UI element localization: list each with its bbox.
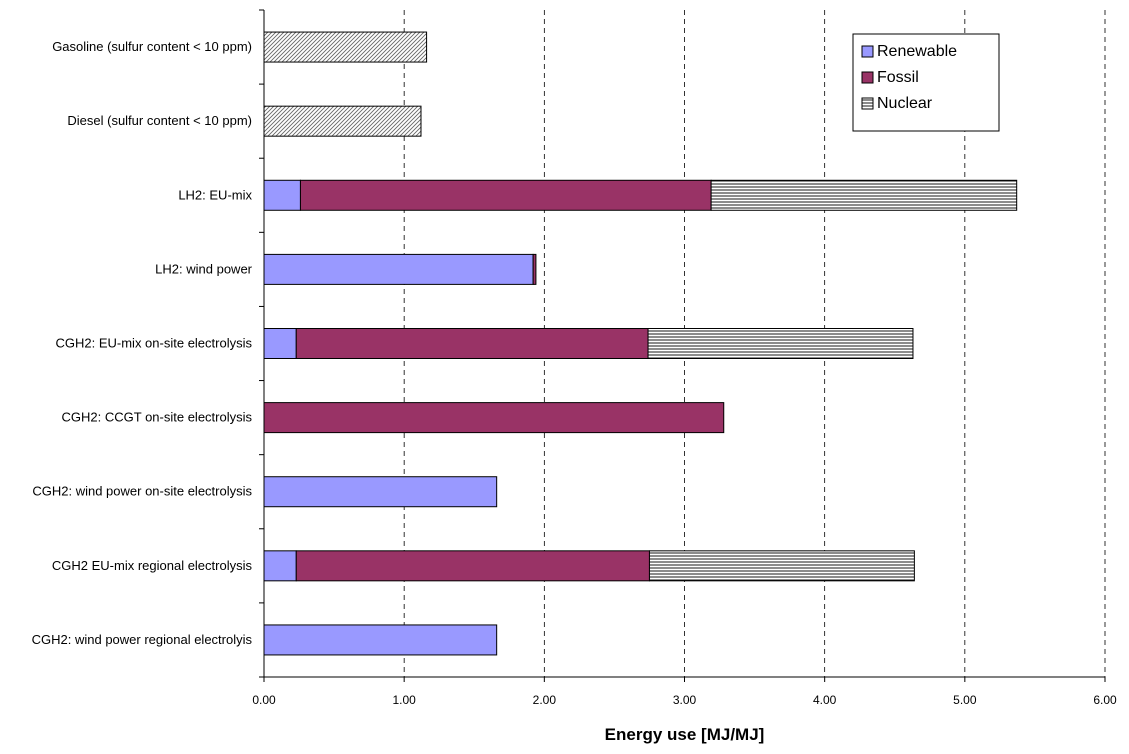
bar-segment-nuclear (710, 179, 1018, 211)
legend-box (852, 33, 1000, 132)
x-axis-title: Energy use [MJ/MJ] (605, 725, 765, 744)
category-labels: Gasoline (sulfur content < 10 ppm) Diesel… (32, 39, 253, 647)
x-tick-label: 0.00 (252, 693, 276, 707)
bar-segment-renewable (263, 624, 498, 656)
bar-segment-fossil (295, 550, 650, 582)
bar-segment-renewable (263, 476, 498, 508)
category-label: CGH2: CCGT on-site electrolysis (62, 410, 253, 425)
legend-swatch-nuclear (861, 97, 874, 110)
x-tick-label: 3.00 (673, 693, 697, 707)
x-tick-label: 6.00 (1093, 693, 1117, 707)
bar-segment-fossil (532, 253, 537, 285)
x-tick-label: 2.00 (533, 693, 557, 707)
legend-swatch-renewable (861, 45, 874, 58)
bar-segment-conventional (263, 31, 428, 63)
bar-segment-renewable (263, 328, 297, 359)
legend-label-fossil: Fossil (877, 69, 919, 86)
category-label: CGH2 EU-mix regional electrolysis (52, 558, 253, 573)
category-label: Gasoline (sulfur content < 10 ppm) (52, 39, 252, 54)
bar-segment-fossil (299, 179, 712, 211)
category-label: CGH2: wind power on-site electrolysis (32, 484, 252, 499)
category-label: CGH2: EU-mix on-site electrolysis (56, 336, 253, 351)
category-label: CGH2: wind power regional electrolyis (32, 632, 253, 647)
bar-segment-renewable (263, 179, 301, 211)
bars (263, 31, 1018, 656)
bar-segment-renewable (263, 253, 534, 285)
legend-swatch-fossil (861, 71, 874, 84)
legend: Renewable Fossil Nuclear (852, 33, 1000, 132)
bar-segment-nuclear (648, 550, 915, 582)
category-label: LH2: EU-mix (178, 187, 252, 202)
legend-label-nuclear: Nuclear (877, 95, 933, 112)
category-label: Diesel (sulfur content < 10 ppm) (67, 113, 252, 128)
bar-segment-nuclear (647, 328, 914, 359)
x-tick-labels: 0.00 1.00 2.00 3.00 4.00 5.00 6.00 (252, 693, 1117, 707)
legend-label-renewable: Renewable (877, 43, 957, 60)
x-tick-label: 1.00 (392, 693, 416, 707)
bar-segment-renewable (263, 550, 297, 582)
bar-segment-fossil (263, 402, 725, 434)
x-tick-label: 5.00 (953, 693, 977, 707)
bar-segment-conventional (263, 105, 422, 137)
axes (259, 9, 1106, 682)
x-tick-label: 4.00 (813, 693, 837, 707)
bar-segment-fossil (295, 328, 649, 359)
category-label: LH2: wind power (155, 261, 252, 276)
